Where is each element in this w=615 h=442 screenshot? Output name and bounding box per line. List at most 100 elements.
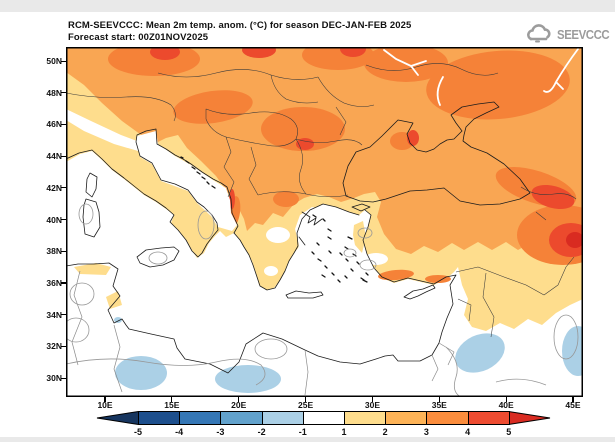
colorbar-value-label: -1 [298, 427, 307, 437]
colorbar-value-label: -2 [257, 427, 266, 437]
corsica-island [85, 172, 98, 198]
colorbar-value-label: 1 [341, 427, 347, 437]
colorbar-box [179, 411, 222, 425]
sicily-island [136, 246, 180, 268]
colorbar-right-arrow [508, 411, 551, 425]
lon-tick-mark [505, 397, 507, 402]
lat-tick-mark [61, 314, 66, 316]
colorbar-value-label: 2 [382, 427, 388, 437]
lon-tick-mark [304, 397, 307, 402]
coastlines [66, 128, 457, 374]
forecast-start-subtitle: Forecast start: 00Z01NOV2025 [68, 32, 209, 43]
tunisia-fringe [74, 263, 111, 275]
colorbar-box [138, 411, 181, 425]
lat-tick-label: 36N [46, 277, 62, 288]
adriatic-sea [136, 131, 237, 231]
lat-tick-mark [61, 155, 66, 157]
lon-tick-label: 30E [364, 400, 380, 410]
lat-tick-label: 40N [46, 214, 62, 225]
plot-title-block: RCM-SEEVCCC: Mean 2m temp. anom. (°C) fo… [68, 20, 411, 44]
croatian-islands [180, 156, 216, 189]
colorbar-box [426, 411, 469, 425]
map-border [66, 47, 583, 397]
sea-of-marmara [351, 203, 371, 212]
lat-tick-label: 44N [46, 151, 62, 162]
sardinia-island [82, 198, 101, 238]
lat-tick-label: 50N [46, 56, 62, 66]
lat-tick-label: 32N [46, 341, 62, 352]
seevccc-logo: SEEVCCC [524, 24, 615, 44]
lat-tick-mark [61, 123, 66, 126]
colorbar-box [261, 411, 304, 425]
thessaly-neutral [266, 227, 290, 243]
colorbar-value-label: -3 [216, 427, 225, 437]
lon-tick-label: 45E [565, 400, 581, 410]
anomaly-blobs-plus3 [108, 47, 583, 283]
anomaly-blobs-plus4 [150, 47, 583, 257]
sea-fills [136, 101, 531, 231]
lon-tick-mark [438, 397, 440, 402]
colorbar-box [385, 411, 428, 425]
colorbar-value-label: 4 [465, 427, 471, 437]
colorbar-value-label: -5 [133, 427, 142, 437]
cyprus-island [403, 284, 436, 300]
lon-tick-label: 10E [97, 400, 113, 410]
lat-tick-mark [61, 187, 66, 189]
lon-tick-mark [572, 397, 574, 402]
lon-tick-mark [371, 397, 373, 402]
turkey-aegean-fringe [353, 221, 366, 253]
aegean-islands [311, 214, 369, 283]
colorbar-box [467, 411, 510, 425]
colorbar-value-label: 3 [423, 427, 429, 437]
gabes-fringe [106, 291, 122, 309]
plot-title: RCM-SEEVCCC: Mean 2m temp. anom. (°C) fo… [68, 20, 412, 31]
lat-tick-mark [61, 345, 66, 347]
greece-coast [233, 203, 360, 291]
colorbar-box [220, 411, 263, 425]
colorbar-box [302, 411, 345, 425]
logo-text: SEEVCCC [557, 26, 610, 42]
lon-tick-label: 15E [164, 400, 180, 410]
aegean-sea [295, 207, 362, 287]
colorbar-value-label: -4 [175, 427, 184, 437]
lat-tick-mark [61, 250, 66, 252]
map-canvas [66, 47, 583, 397]
black-sea [342, 101, 531, 206]
window-edge-top [0, 0, 615, 12]
lat-tick-label: 48N [46, 87, 62, 98]
lat-tick-label: 30N [46, 373, 62, 383]
lat-tick-label: 42N [46, 182, 62, 193]
cloud-icon [527, 24, 551, 43]
contour-lines [66, 203, 579, 397]
lat-tick-mark [61, 282, 66, 284]
euboea-island [298, 236, 306, 246]
colorbar-box [344, 411, 387, 425]
lat-tick-mark [61, 377, 66, 379]
lon-tick-label: 35E [431, 400, 447, 410]
country-borders [66, 63, 577, 396]
lon-tick-label: 25E [298, 400, 314, 410]
peloponnese-neutral [264, 266, 278, 276]
lat-tick-mark [61, 60, 66, 62]
anatolia-neutral [364, 253, 388, 265]
lat-tick-mark [61, 219, 66, 221]
turkey-levant-africa-coast [66, 209, 457, 374]
lat-tick-label: 38N [46, 246, 62, 257]
alps-neutral-band [66, 109, 150, 153]
italy-adriatic-coast [66, 128, 239, 258]
lat-tick-label: 46N [46, 119, 62, 130]
rivers [383, 48, 579, 106]
africa-borders [71, 270, 455, 396]
colorbar-left-arrow [96, 411, 139, 425]
anomaly-fills [66, 47, 583, 393]
lat-tick-mark [61, 92, 66, 94]
lat-tick-label: 34N [46, 309, 62, 320]
lon-tick-label: 20E [231, 400, 247, 410]
lon-tick-mark [171, 397, 173, 402]
lon-tick-mark [238, 397, 240, 402]
colorbar-value-label: 5 [506, 427, 512, 437]
map-frame [66, 47, 583, 397]
anomaly-blob-plus5 [566, 232, 583, 248]
window-edge-bottom [0, 437, 615, 442]
